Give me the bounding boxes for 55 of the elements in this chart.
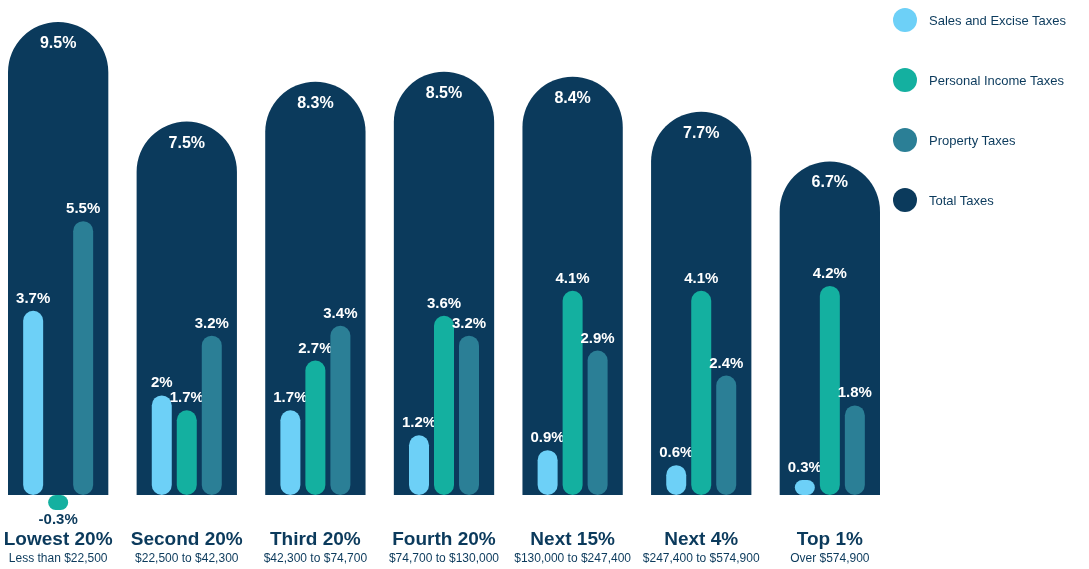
data-label: 2.9% <box>580 328 615 346</box>
data-label: 2% <box>150 373 173 391</box>
data-label: 4.1% <box>555 268 590 286</box>
x-tick-label: Lowest 20% Less than $22,500 <box>3 528 113 565</box>
bar <box>409 435 429 495</box>
data-label: 6.7% <box>811 173 849 191</box>
data-label: 2.7% <box>298 338 333 356</box>
data-label: 7.5% <box>168 133 206 151</box>
data-label: 3.2% <box>194 313 229 331</box>
data-label: 5.5% <box>66 199 101 217</box>
x-tick-label: Next 4% $247,400 to $574,900 <box>642 528 760 565</box>
legend-label: Property Taxes <box>929 133 1016 148</box>
bar <box>587 350 608 495</box>
data-label: 1.8% <box>837 383 872 401</box>
bar <box>280 410 301 495</box>
data-label: 3.2% <box>451 313 487 331</box>
bar <box>819 285 840 495</box>
bar <box>716 375 737 495</box>
bar <box>844 405 865 495</box>
data-label: 2.4% <box>709 353 744 371</box>
data-label: 4.1% <box>684 268 719 286</box>
legend-label: Sales and Excise Taxes <box>929 13 1067 28</box>
bar <box>537 450 558 495</box>
bar <box>73 221 94 495</box>
data-label: 3.4% <box>323 303 358 321</box>
data-label: 1.7% <box>273 388 308 406</box>
bar <box>330 325 351 495</box>
data-label: 9.5% <box>39 34 77 51</box>
data-label: 0.6% <box>659 443 694 461</box>
data-label: 8.5% <box>425 83 463 101</box>
data-label: 3.7% <box>16 288 51 306</box>
bar <box>562 290 583 495</box>
data-label: 8.4% <box>554 88 591 106</box>
data-label: 8.3% <box>297 93 334 111</box>
bar <box>305 360 326 495</box>
data-label: 7.7% <box>682 123 720 141</box>
bar <box>23 310 44 495</box>
x-tick-label: Next 15% $130,000 to $247,400 <box>514 528 632 565</box>
x-tick-label: Second 20% $22,500 to $42,300 <box>130 528 243 565</box>
bar <box>176 410 197 495</box>
data-label: 4.2% <box>812 263 847 281</box>
x-tick-label: Top 1% Over $574,900 <box>790 528 870 565</box>
data-label: 0.3% <box>787 458 822 476</box>
x-tick-label: Third 20% $42,300 to $74,700 <box>263 528 368 565</box>
x-tick-label: Fourth 20% $74,700 to $130,000 <box>388 528 500 565</box>
data-label: 1.7% <box>169 388 204 406</box>
bar <box>151 395 172 495</box>
legend-label: Personal Income Taxes <box>929 73 1065 88</box>
legend-label: Total Taxes <box>929 193 995 208</box>
bar <box>201 335 222 495</box>
data-label: 0.9% <box>530 428 565 446</box>
bar <box>459 335 479 495</box>
data-label: -0.3% <box>38 509 78 527</box>
bar <box>434 315 454 495</box>
data-label: 3.6% <box>426 293 462 311</box>
